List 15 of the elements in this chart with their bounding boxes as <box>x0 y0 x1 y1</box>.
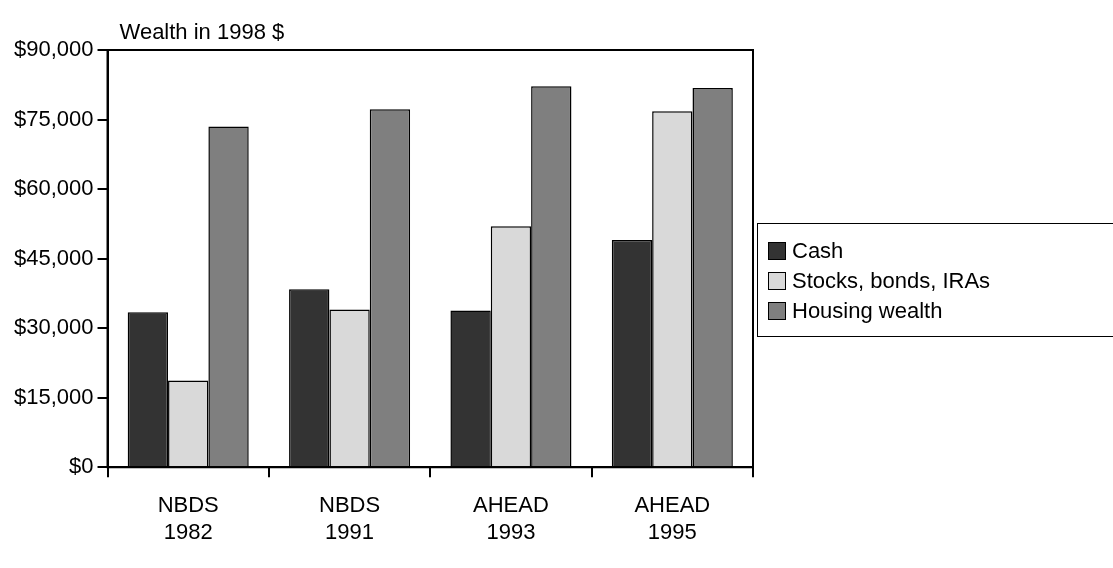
legend-label: Cash <box>792 238 844 264</box>
y-tick-label: $0 <box>69 453 94 479</box>
legend-label: Housing wealth <box>792 298 943 324</box>
y-axis-title: Wealth in 1998 $ <box>119 19 285 45</box>
x-tick-label: AHEAD 1995 <box>634 492 711 544</box>
y-tick-label: $75,000 <box>13 105 94 131</box>
y-tick-label: $90,000 <box>13 36 94 62</box>
y-tick-label: $60,000 <box>13 175 94 201</box>
x-tick-label: NBDS 1991 <box>319 492 381 544</box>
y-tick-label: $45,000 <box>13 244 94 270</box>
legend-label: Stocks, bonds, IRAs <box>792 268 991 294</box>
x-tick-label: AHEAD 1993 <box>473 492 549 544</box>
y-tick-label: $15,000 <box>13 383 94 409</box>
x-tick-label: NBDS 1982 <box>157 492 219 544</box>
y-tick-label: $30,000 <box>13 314 94 340</box>
